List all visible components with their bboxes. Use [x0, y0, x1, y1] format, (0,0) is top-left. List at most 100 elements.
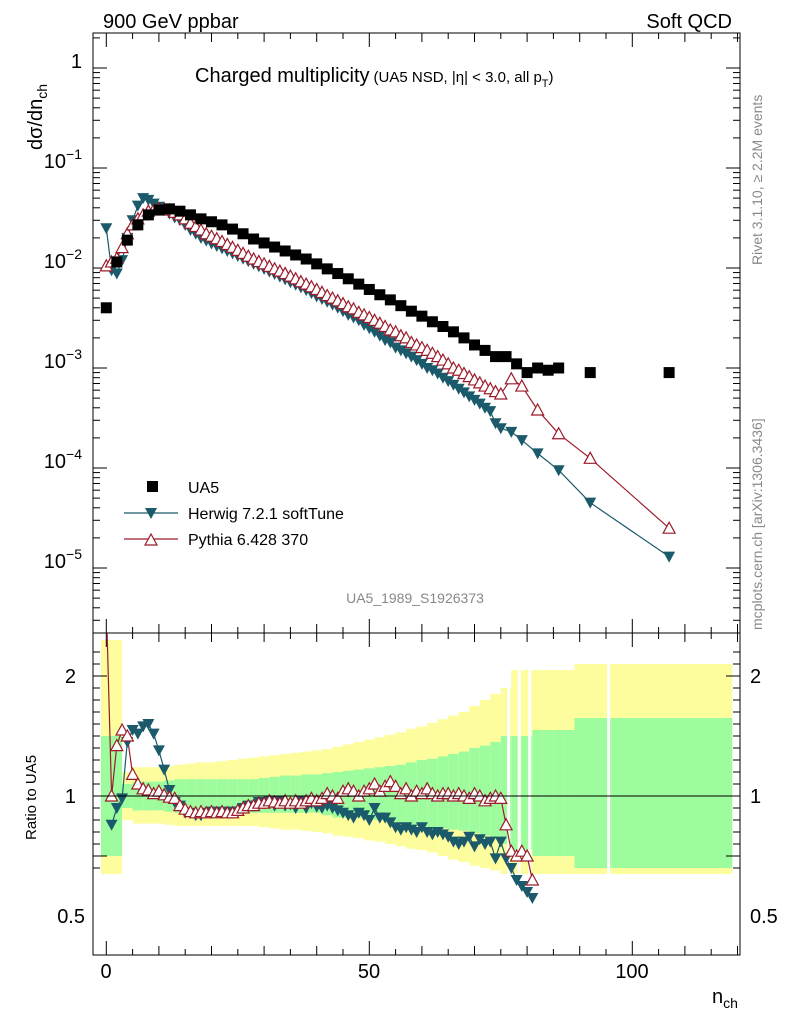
- ua5-point: [269, 241, 281, 253]
- pythia-ratio-point: [388, 779, 403, 792]
- band-inner-bin: [500, 736, 512, 844]
- main-series: [99, 193, 677, 563]
- axis-ticks: [93, 33, 740, 955]
- ua5-point: [458, 332, 470, 344]
- band-inner-bin: [532, 730, 543, 856]
- herwig-main-point: [410, 355, 423, 367]
- band-inner-bin: [553, 730, 564, 856]
- herwig-ratio-point: [468, 841, 481, 853]
- herwig-main-point: [452, 383, 465, 395]
- pythia-main-point: [115, 240, 130, 254]
- herwig-main-point: [484, 406, 497, 418]
- ua5-point: [490, 351, 502, 363]
- ua5-point: [500, 351, 512, 363]
- pythia-main-point: [551, 426, 566, 440]
- pythia-main-point: [662, 520, 677, 534]
- ua5-point: [395, 300, 407, 312]
- ua5-point: [174, 205, 186, 217]
- ua5-point: [132, 219, 144, 231]
- ytick-1e-2: 10−2: [44, 246, 82, 273]
- ua5-point: [163, 203, 175, 215]
- ua5-point: [511, 358, 523, 370]
- herwig-ratio-point: [521, 887, 534, 898]
- ytick-1e-3: 10−3: [44, 346, 82, 373]
- pythia-ratio-point: [493, 791, 508, 804]
- main-y-axis-label: dσ/dnch: [25, 84, 50, 150]
- header-right: Soft QCD: [646, 11, 732, 33]
- plot-title: Charged multiplicity (UA5 NSD, |η| < 3.0,…: [195, 65, 554, 90]
- ratio-ytick-0.5-left: 0.5: [57, 906, 85, 928]
- ua5-point: [405, 305, 417, 317]
- band-inner-bin: [479, 745, 491, 836]
- pythia-ratio-point: [330, 791, 345, 804]
- band-inner-bin: [521, 736, 533, 850]
- ratio-ytick-1-right: 1: [750, 786, 761, 808]
- pythia-ratio-point: [167, 791, 182, 804]
- pythia-ratio-point: [367, 776, 382, 790]
- ytick-1e-4: 10−4: [44, 446, 82, 473]
- band-inner-bin: [611, 718, 733, 868]
- ratio-ytick-0.5-right: 0.5: [750, 906, 778, 928]
- band-inner-bin: [385, 766, 396, 822]
- pythia-ratio-point: [120, 728, 135, 742]
- herwig-main-point: [431, 368, 444, 380]
- ua5-point: [469, 339, 480, 351]
- pythia-ratio-point: [499, 817, 514, 831]
- herwig-main-point: [394, 345, 407, 357]
- band-inner-bin: [511, 736, 522, 850]
- herwig-main-point: [505, 426, 518, 438]
- ua5-point: [216, 219, 228, 231]
- main-y-tick-labels: 1 10−1 10−2 10−3 10−4 10−5: [44, 51, 82, 573]
- ua5-point: [279, 245, 291, 257]
- herwig-main-line: [105, 197, 670, 558]
- herwig-ratio-point: [126, 725, 139, 736]
- legend-pythia-marker: [143, 532, 159, 546]
- herwig-main-point: [479, 402, 492, 414]
- herwig-ratio-point: [152, 745, 165, 757]
- ua5-point: [321, 263, 333, 275]
- analysis-id: UA5_1989_S1926373: [346, 590, 484, 606]
- header-left: 900 GeV ppbar: [103, 11, 239, 33]
- pythia-ratio-point: [125, 767, 140, 780]
- ua5-point: [437, 321, 449, 333]
- legend-herwig-marker: [145, 508, 157, 519]
- herwig-main-point: [468, 394, 481, 406]
- ua5-point: [227, 223, 239, 235]
- legend-ua5-marker: [147, 481, 158, 492]
- ua5-point: [663, 367, 675, 379]
- herwig-main-point: [405, 351, 418, 363]
- herwig-ratio-point: [147, 728, 160, 740]
- herwig-main-point: [142, 194, 155, 206]
- ua5-point: [142, 209, 154, 221]
- legend-ua5-label: UA5: [188, 480, 219, 497]
- herwig-ratio-point: [410, 827, 423, 838]
- herwig-ratio-point: [363, 815, 376, 826]
- herwig-ratio-point: [131, 728, 144, 740]
- ua5-point: [290, 249, 302, 261]
- pythia-ratio-point: [520, 848, 535, 862]
- pythia-main-point: [583, 451, 598, 464]
- herwig-ratio-point: [484, 836, 497, 848]
- band-inner-bin: [542, 730, 554, 856]
- xtick-100: 100: [615, 961, 648, 983]
- herwig-main-point: [415, 358, 428, 370]
- pythia-main-point: [493, 386, 508, 400]
- pythia-ratio-point: [525, 872, 540, 886]
- herwig-main-point: [494, 423, 507, 435]
- ua5-point: [479, 344, 491, 356]
- herwig-main-point: [400, 348, 413, 360]
- ua5-point: [532, 362, 544, 374]
- rivet-label: Rivet 3.1.10, ≥ 2.2M events: [749, 95, 765, 265]
- ua5-point: [206, 216, 217, 228]
- pythia-ratio-point: [109, 738, 124, 752]
- legend-pythia-label: Pythia 6.428 370: [188, 532, 308, 549]
- ua5-point: [521, 367, 533, 379]
- pythia-main-point: [514, 378, 529, 392]
- herwig-ratio-point: [505, 863, 518, 874]
- x-axis-label: nch: [712, 986, 738, 1011]
- band-gap: [528, 653, 532, 955]
- ua5-point: [553, 362, 565, 374]
- pythia-main-point: [504, 371, 519, 385]
- herwig-main-point: [363, 323, 376, 335]
- herwig-main-point: [389, 342, 402, 354]
